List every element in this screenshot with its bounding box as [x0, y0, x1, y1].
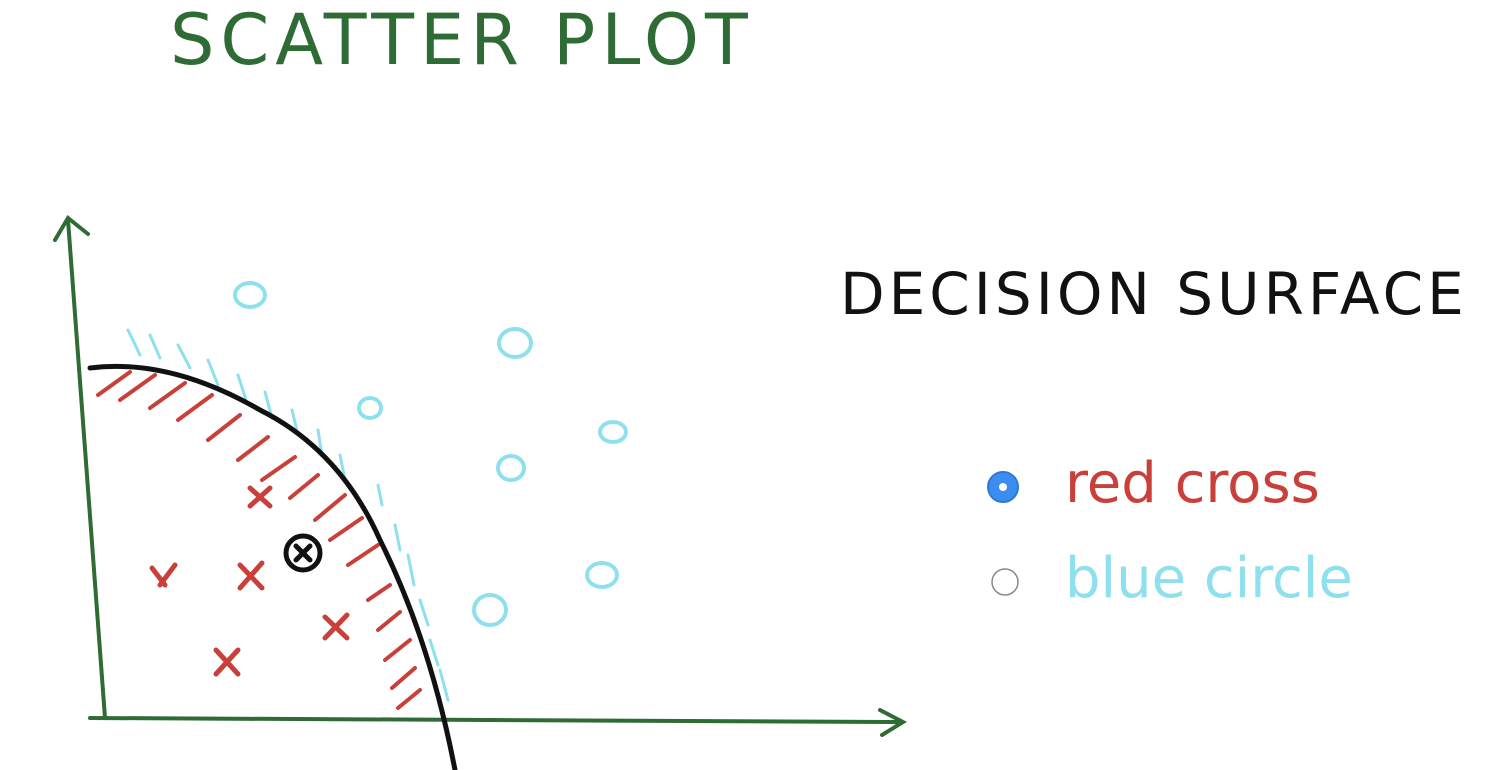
x-axis: [88, 716, 902, 724]
radio-option[interactable]: blue circle: [991, 546, 1353, 611]
y-arrow: [53, 214, 90, 242]
answer-options: red cross blue circle: [987, 451, 1353, 611]
x-arrow: [878, 708, 908, 737]
plot-drawing: [53, 214, 908, 770]
option-label[interactable]: blue circle: [1065, 546, 1353, 611]
red-crosses: [149, 485, 350, 677]
subtitle: DECISION SURFACE: [840, 260, 1468, 328]
decision-boundary: [87, 363, 458, 770]
blue-hatching: [126, 328, 450, 702]
radio-button[interactable]: [991, 568, 1019, 596]
y-axis: [66, 218, 107, 720]
option-label[interactable]: red cross: [1065, 451, 1320, 516]
radio-option[interactable]: red cross: [987, 451, 1320, 516]
radio-dot: [999, 483, 1007, 491]
title: SCATTER PLOT: [170, 0, 754, 81]
red-hatching: [96, 370, 422, 710]
test-point: [283, 533, 323, 573]
blue-circles: [233, 281, 628, 627]
